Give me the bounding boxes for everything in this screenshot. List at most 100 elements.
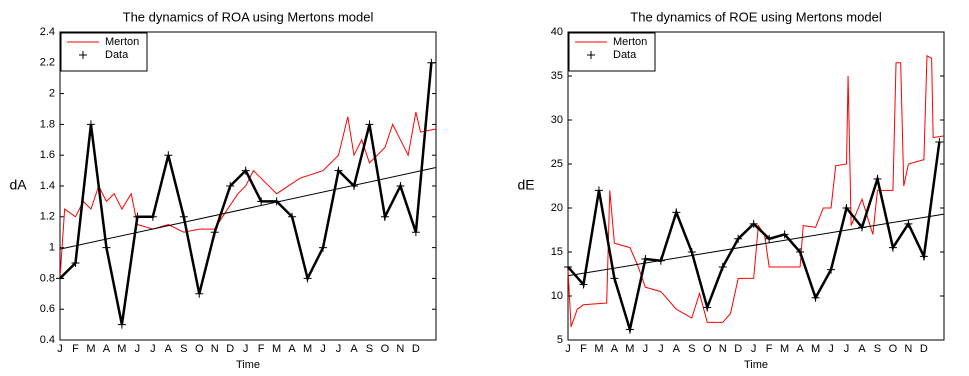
data-marker — [195, 289, 204, 298]
series-line — [59, 111, 437, 279]
x-tick-label: M — [811, 343, 820, 355]
x-tick-label: N — [396, 343, 404, 355]
y-tick-label: 2 — [49, 88, 55, 100]
data-marker — [796, 248, 805, 256]
data-marker — [179, 212, 188, 221]
data-marker — [610, 274, 619, 283]
data-marker — [718, 262, 727, 271]
data-marker — [427, 58, 436, 67]
data-marker — [734, 234, 743, 243]
data-marker — [672, 208, 681, 217]
x-tick-label: M — [594, 343, 603, 355]
y-tick-label: 1.8 — [40, 118, 55, 130]
y-tick-label: 0.4 — [40, 334, 55, 346]
y-tick-label: 5 — [557, 334, 563, 346]
data-marker — [56, 274, 64, 283]
data-marker — [241, 166, 250, 175]
data-marker — [210, 228, 219, 237]
x-tick-label: J — [658, 343, 664, 355]
data-marker — [827, 265, 836, 274]
x-tick-label: J — [135, 343, 141, 355]
y-tick-label: 40 — [551, 26, 563, 38]
y-tick-label: 1.6 — [40, 149, 55, 161]
data-marker — [380, 212, 389, 221]
x-tick-label: F — [72, 343, 79, 355]
plot-frame — [567, 31, 945, 341]
data-marker — [133, 212, 142, 221]
y-axis-label: dA — [9, 177, 27, 193]
x-tick-label: A — [165, 343, 173, 355]
x-tick-label: O — [889, 343, 898, 355]
x-tick-label: J — [57, 343, 63, 355]
legend-label: Data — [613, 49, 637, 61]
legend-label: Data — [105, 49, 129, 61]
x-axis-label: Time — [236, 359, 260, 371]
data-marker — [257, 197, 266, 206]
data-marker — [919, 252, 928, 261]
data-marker — [765, 234, 774, 243]
data-marker — [904, 219, 913, 228]
data-marker — [564, 262, 572, 271]
x-tick-label: A — [103, 343, 111, 355]
trend-line — [59, 167, 437, 250]
data-marker — [71, 259, 80, 267]
data-marker — [303, 274, 312, 283]
data-marker — [749, 219, 758, 228]
y-tick-label: 15 — [551, 246, 563, 258]
x-tick-label: J — [243, 343, 249, 355]
data-marker — [86, 120, 95, 129]
x-tick-label: J — [643, 343, 649, 355]
legend-marker — [587, 51, 595, 59]
x-tick-label: F — [580, 343, 587, 355]
data-marker — [319, 243, 328, 252]
y-tick-label: 30 — [551, 114, 563, 126]
y-tick-label: 0.6 — [40, 303, 55, 315]
chart-title: The dynamics of ROE using Mertons model — [630, 9, 882, 24]
legend-box — [60, 32, 148, 72]
data-marker — [687, 248, 696, 256]
x-tick-label: J — [150, 343, 156, 355]
x-tick-label: F — [766, 343, 773, 355]
data-marker — [935, 138, 944, 146]
y-tick-label: 10 — [551, 290, 563, 302]
x-tick-label: D — [412, 343, 420, 355]
x-tick-label: A — [673, 343, 681, 355]
x-tick-label: S — [874, 343, 881, 355]
y-tick-label: 1.4 — [40, 180, 55, 192]
trend-line — [567, 213, 945, 277]
data-marker — [288, 212, 297, 221]
data-marker — [641, 255, 650, 264]
x-tick-label: M — [86, 343, 95, 355]
x-tick-label: A — [288, 343, 296, 355]
y-tick-label: 1 — [49, 242, 55, 254]
y-axis-label: dE — [517, 177, 534, 193]
x-tick-label: M — [625, 343, 634, 355]
y-tick-label: 35 — [551, 70, 563, 82]
series-line — [59, 62, 433, 325]
y-tick-label: 25 — [551, 158, 563, 170]
data-marker — [102, 243, 111, 252]
y-tick-label: 1.2 — [40, 211, 55, 223]
data-marker — [396, 182, 405, 190]
legend-label: Merton — [613, 36, 647, 48]
data-marker — [873, 174, 882, 183]
data-marker — [780, 230, 789, 239]
x-tick-label: O — [195, 343, 204, 355]
x-tick-label: N — [904, 343, 912, 355]
x-axis-label: Time — [744, 359, 768, 371]
x-tick-label: M — [272, 343, 281, 355]
data-marker — [842, 204, 851, 212]
x-tick-label: N — [211, 343, 219, 355]
x-tick-label: N — [719, 343, 727, 355]
data-marker — [365, 120, 374, 129]
data-marker — [334, 166, 343, 175]
x-tick-label: J — [828, 343, 834, 355]
series-line — [567, 141, 941, 335]
x-tick-label: O — [381, 343, 390, 355]
data-marker — [411, 228, 420, 237]
x-tick-label: A — [858, 343, 866, 355]
x-tick-label: S — [180, 343, 187, 355]
data-marker — [226, 182, 235, 190]
x-tick-label: A — [611, 343, 619, 355]
